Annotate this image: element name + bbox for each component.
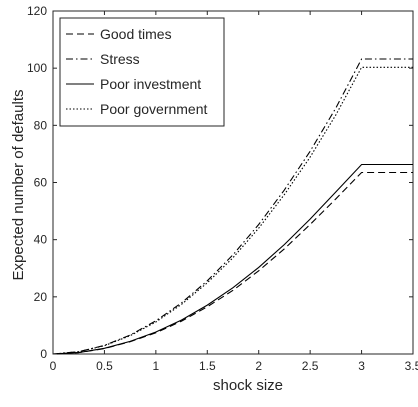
y-tick-label: 20 <box>34 290 48 304</box>
legend: Good times Stress Poor investment Poor gove… <box>59 17 225 127</box>
x-tick-label: 0 <box>50 359 57 373</box>
series-line-poor-government <box>52 66 413 355</box>
x-tick-label: 1 <box>153 359 160 373</box>
series-line-stress <box>52 58 413 355</box>
axes-layer: 0 0.5 1 1.5 2 2.5 3 3.5 0 20 40 60 80 100 120 <box>27 4 418 373</box>
legend-box <box>59 17 225 127</box>
y-tick-label: 0 <box>40 347 47 361</box>
y-axis-label: Expected number of defaults <box>10 90 27 281</box>
y-tick-label: 100 <box>27 61 47 75</box>
legend-label: Poor government <box>100 101 208 117</box>
series-line-poor-investment <box>52 163 413 355</box>
x-tick-label: 0.5 <box>96 359 113 373</box>
series-layer <box>52 58 413 355</box>
x-tick-label: 2.5 <box>302 359 319 373</box>
y-tick-label: 80 <box>34 118 48 132</box>
y-tick-label: 60 <box>34 176 48 190</box>
x-tick-label: 3.5 <box>405 359 418 373</box>
legend-label: Good times <box>100 26 172 42</box>
x-tick-label: 1.5 <box>199 359 216 373</box>
legend-label: Stress <box>100 51 140 67</box>
y-tick-label: 40 <box>34 233 48 247</box>
x-tick-label: 3 <box>358 359 365 373</box>
x-axis-label: shock size <box>213 377 283 394</box>
y-tick-label: 120 <box>27 4 47 18</box>
x-tick-label: 2 <box>255 359 262 373</box>
legend-label: Poor investment <box>100 76 201 92</box>
